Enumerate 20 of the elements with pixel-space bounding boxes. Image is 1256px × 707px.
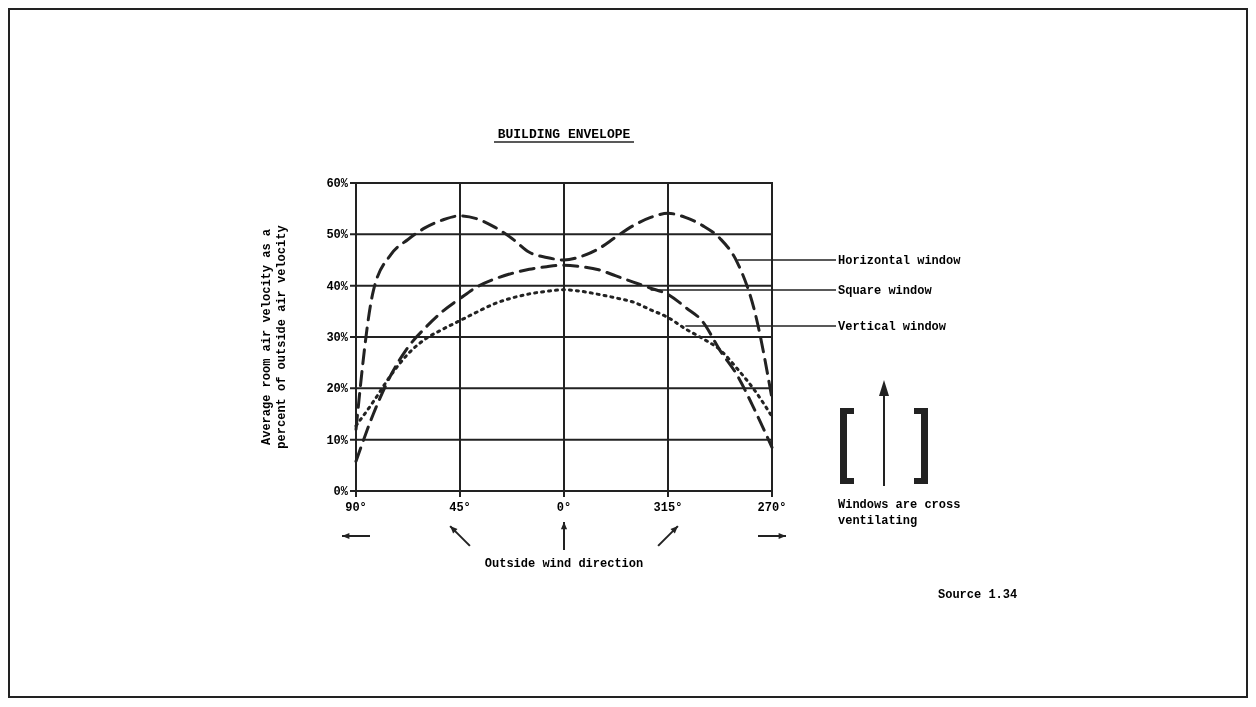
y-tick-label: 60% [326, 177, 349, 191]
text: Horizontal window [838, 254, 962, 268]
x-tick-label: 90° [345, 501, 367, 515]
y-tick-label: 30% [326, 331, 349, 345]
y-tick-label: 40% [326, 279, 349, 294]
x-tick-label: 45° [449, 501, 471, 515]
y-tick-label: 50% [326, 228, 349, 243]
x-tick-label: 270° [757, 501, 787, 515]
y-tick-label: 10% [326, 433, 349, 448]
x-tick-label: 315° [653, 501, 683, 515]
y-axis-title: Average room air velocity as a percent of outside air velocity [260, 225, 289, 449]
y-tick-label: 20% [326, 382, 349, 397]
y-tick-label: 0% [333, 485, 349, 499]
x-tick-label: 0° [556, 501, 572, 515]
source-note: Source 1.34 [938, 588, 1018, 602]
text: Square window [838, 284, 933, 298]
chart-title: BUILDING ENVELOPE [497, 127, 631, 142]
text: Vertical window [838, 320, 947, 334]
x-axis-title: Outside wind direction [484, 557, 644, 571]
text: Windows are cross ventilating [838, 498, 961, 528]
